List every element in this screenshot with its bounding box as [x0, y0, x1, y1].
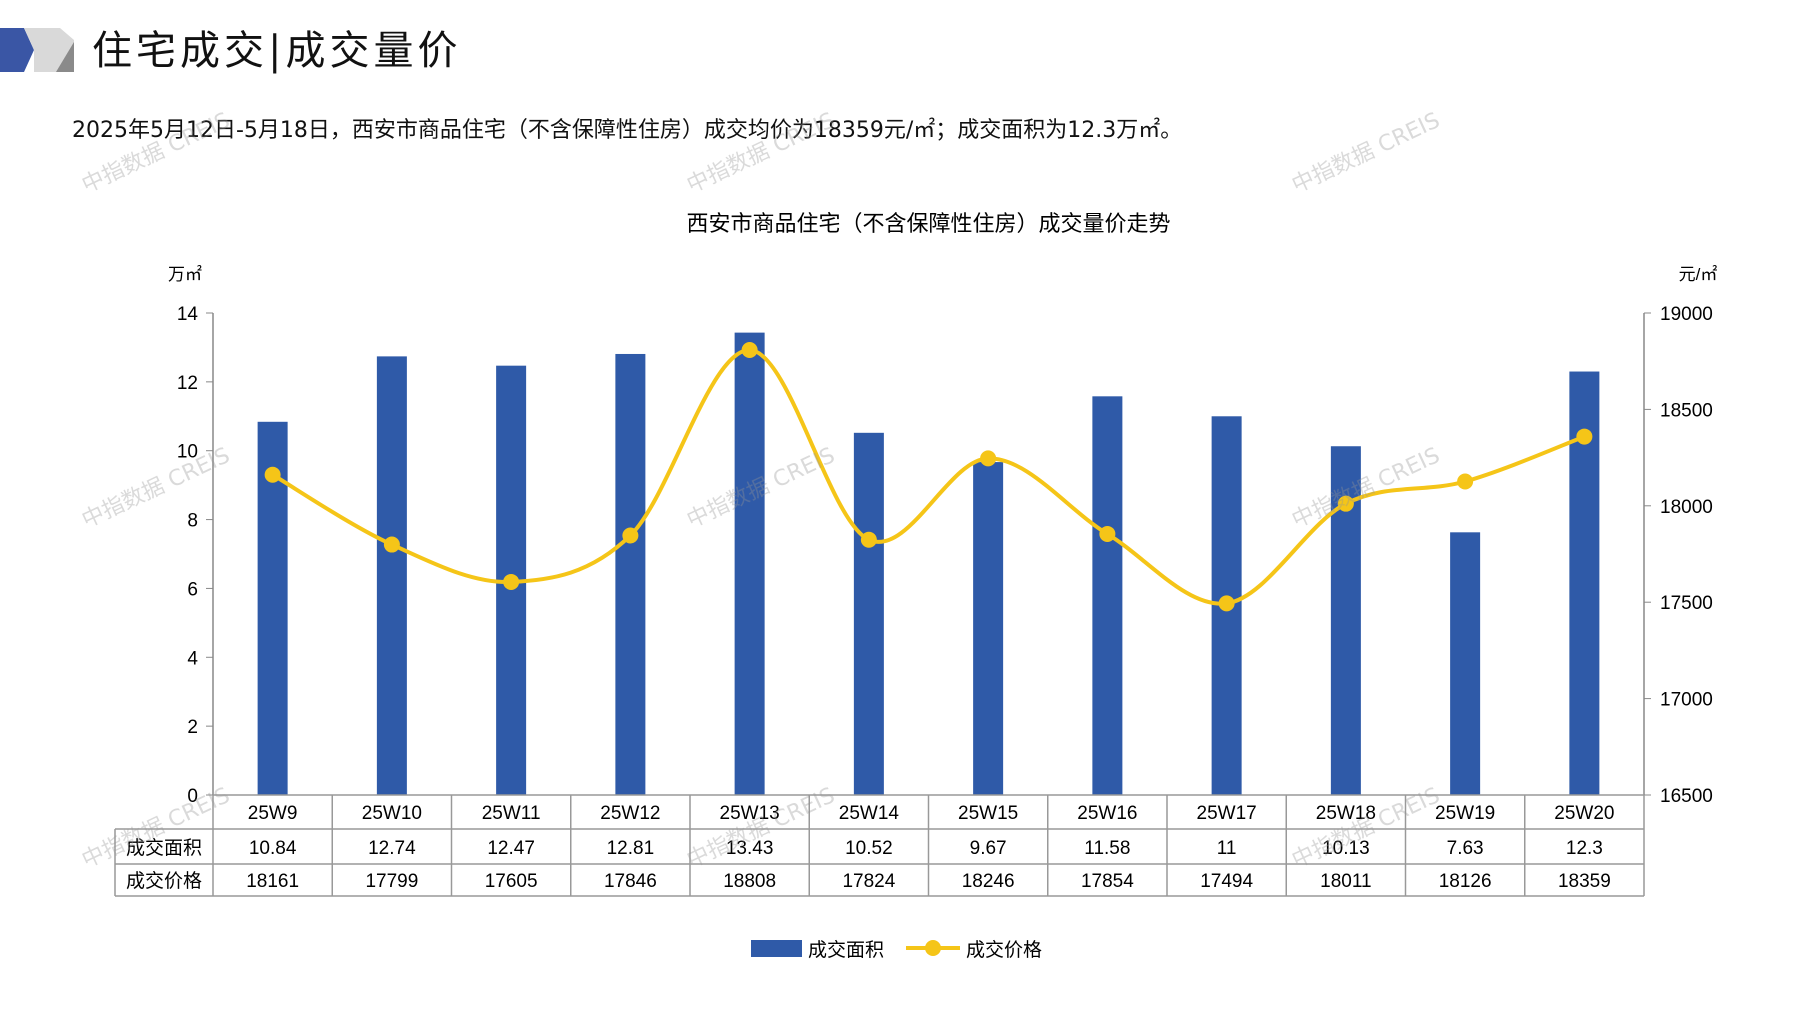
price-point-25W13	[741, 342, 758, 359]
chart-title: 西安市商品住宅（不含保障性住房）成交量价走势	[686, 211, 1170, 236]
x-tick-label: 25W18	[1316, 803, 1376, 824]
x-tick-label: 25W12	[600, 803, 660, 824]
area-value-label: 10.13	[1322, 838, 1370, 859]
price-point-25W10	[383, 536, 400, 553]
bar-25W9	[257, 421, 288, 795]
price-value-label: 17824	[842, 871, 895, 892]
bar-25W12	[615, 353, 646, 795]
area-value-label: 11.58	[1084, 838, 1130, 859]
page-title: 住宅成交|成交量价	[92, 28, 462, 74]
legend-bar-swatch	[751, 940, 802, 957]
bar-25W19	[1450, 532, 1481, 795]
table-row-label: 成交价格	[126, 870, 202, 892]
x-tick-label: 25W11	[482, 803, 541, 824]
price-value-label: 17846	[604, 871, 657, 892]
y-left-tick-label: 0	[187, 786, 198, 807]
area-value-label: 10.84	[249, 838, 297, 859]
section-logo	[0, 28, 74, 72]
price-point-25W18	[1337, 495, 1354, 512]
area-value-label: 9.67	[970, 838, 1007, 859]
bar-25W10	[376, 356, 407, 795]
area-value-label: 12.74	[368, 838, 416, 859]
y-right-tick-label: 17500	[1660, 593, 1713, 614]
y-left-tick-label: 6	[187, 579, 198, 600]
y-right-unit: 元/㎡	[1679, 265, 1718, 284]
price-value-label: 18246	[962, 871, 1015, 892]
price-value-label: 17494	[1200, 871, 1253, 892]
x-tick-label: 25W16	[1077, 803, 1137, 824]
area-value-label: 10.52	[845, 838, 893, 859]
y-right-tick-label: 18500	[1660, 400, 1713, 421]
price-point-25W17	[1218, 595, 1235, 612]
y-left-tick-label: 14	[177, 304, 199, 325]
area-value-label: 11	[1217, 838, 1237, 859]
price-value-label: 18359	[1558, 871, 1611, 892]
price-point-25W14	[860, 531, 877, 548]
legend-line-marker	[925, 940, 941, 956]
x-tick-label: 25W10	[362, 803, 422, 824]
x-tick-label: 25W9	[248, 803, 298, 824]
x-tick-label: 25W19	[1435, 803, 1495, 824]
bar-25W14	[853, 432, 884, 795]
y-right-tick-label: 18000	[1660, 497, 1713, 518]
x-tick-label: 25W20	[1554, 803, 1614, 824]
y-left-tick-label: 4	[187, 648, 198, 669]
bar-25W15	[973, 462, 1004, 795]
price-value-label: 17799	[365, 871, 418, 892]
price-point-25W9	[264, 466, 281, 483]
price-point-25W11	[503, 573, 520, 590]
price-line	[271, 348, 1586, 606]
area-value-label: 12.3	[1566, 838, 1603, 859]
y-left-tick-label: 10	[177, 442, 198, 463]
x-tick-label: 25W13	[720, 803, 780, 824]
area-value-label: 7.63	[1447, 838, 1484, 859]
price-value-label: 17605	[485, 871, 538, 892]
legend-line-label: 成交价格	[966, 939, 1042, 961]
bar-25W16	[1092, 396, 1123, 795]
price-point-25W15	[980, 450, 997, 467]
y-left-tick-label: 2	[187, 717, 198, 738]
x-tick-label: 25W17	[1197, 803, 1257, 824]
y-left-tick-label: 8	[187, 511, 198, 532]
y-right-tick-label: 16500	[1660, 786, 1713, 807]
y-right-tick-label: 19000	[1660, 304, 1713, 325]
area-value-label: 13.43	[726, 838, 774, 859]
price-value-label: 18011	[1320, 871, 1371, 892]
price-value-label: 18161	[246, 871, 299, 892]
legend-bar-label: 成交面积	[808, 939, 884, 961]
area-value-label: 12.81	[607, 838, 655, 859]
price-point-25W16	[1099, 525, 1116, 542]
area-value-label: 12.47	[487, 838, 535, 859]
bar-25W13	[734, 332, 765, 795]
price-point-25W12	[622, 527, 639, 544]
summary-text: 2025年5月12日-5月18日，西安市商品住宅（不含保障性住房）成交均价为18…	[72, 118, 1183, 143]
y-left-tick-label: 12	[177, 373, 198, 394]
y-right-tick-label: 17000	[1660, 690, 1713, 711]
x-tick-label: 25W15	[958, 803, 1018, 824]
price-point-25W20	[1576, 428, 1593, 445]
y-left-unit: 万㎡	[168, 265, 202, 284]
price-value-label: 18126	[1439, 871, 1492, 892]
price-value-label: 18808	[723, 871, 776, 892]
price-value-label: 17854	[1081, 871, 1134, 892]
x-tick-label: 25W14	[839, 803, 900, 824]
table-row-label: 成交面积	[126, 837, 202, 859]
price-point-25W19	[1457, 473, 1474, 490]
